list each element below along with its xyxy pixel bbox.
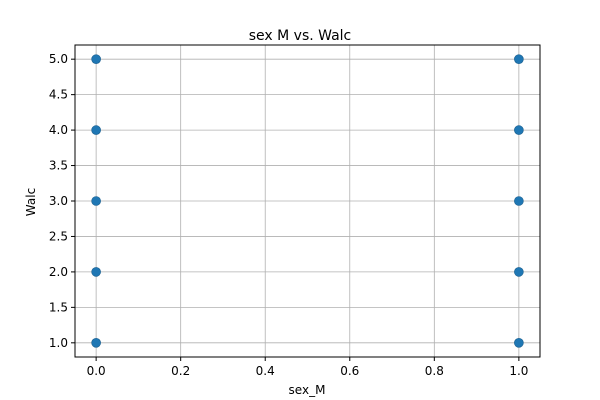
- chart-title: sex M vs. Walc: [249, 28, 352, 44]
- x-tick-label: 0.8: [425, 364, 444, 378]
- x-tick-label: 0.4: [256, 364, 275, 378]
- data-point: [91, 54, 101, 64]
- y-tick-label: 3.5: [49, 159, 68, 173]
- data-point: [91, 125, 101, 135]
- data-point: [91, 338, 101, 348]
- x-axis-label: sex_M: [289, 383, 326, 397]
- x-tick-label: 1.0: [509, 364, 528, 378]
- data-points: [91, 54, 524, 348]
- data-point: [514, 125, 524, 135]
- y-tick-label: 2.0: [49, 265, 68, 279]
- data-point: [514, 196, 524, 206]
- y-tick-label: 1.5: [49, 300, 68, 314]
- data-point: [91, 196, 101, 206]
- y-axis-label: Walc: [24, 188, 38, 216]
- x-axis-ticks: 0.0 0.2 0.4 0.6 0.8 1.0: [87, 357, 528, 378]
- y-tick-label: 4.5: [49, 88, 68, 102]
- y-tick-label: 3.0: [49, 194, 68, 208]
- data-point: [514, 54, 524, 64]
- y-tick-label: 5.0: [49, 52, 68, 66]
- y-tick-label: 4.0: [49, 123, 68, 137]
- data-point: [514, 338, 524, 348]
- y-tick-label: 1.0: [49, 336, 68, 350]
- x-tick-label: 0.0: [87, 364, 106, 378]
- y-tick-label: 2.5: [49, 229, 68, 243]
- data-point: [514, 267, 524, 277]
- x-tick-label: 0.6: [340, 364, 359, 378]
- x-tick-label: 0.2: [171, 364, 190, 378]
- y-axis-ticks: 1.0 1.5 2.0 2.5 3.0 3.5 4.0 4.5 5.0: [49, 52, 75, 350]
- data-point: [91, 267, 101, 277]
